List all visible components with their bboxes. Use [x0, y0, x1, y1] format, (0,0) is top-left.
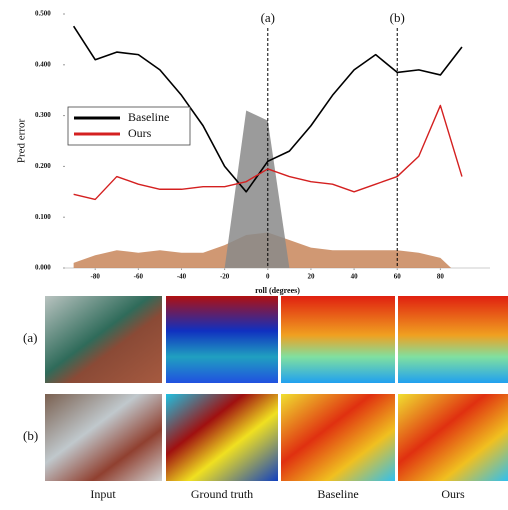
row-label: (a): [23, 330, 37, 345]
legend-label: Baseline: [128, 110, 169, 124]
column-label: Ground truth: [191, 487, 253, 501]
image-grid: [45, 296, 508, 481]
y-tick-label: 0.000: [35, 264, 51, 272]
y-tick-label: 0.300: [35, 111, 51, 119]
y-tick-label: 0.500: [35, 10, 51, 18]
x-tick-label: -60: [134, 273, 144, 281]
image: [45, 296, 162, 383]
image: [398, 394, 508, 481]
annotation-label: (b): [390, 10, 405, 25]
y-tick-label: 0.400: [35, 60, 51, 68]
y-tick-label: 0.200: [35, 162, 51, 170]
image: [166, 394, 278, 481]
x-tick-label: -80: [91, 273, 101, 281]
column-label: Baseline: [317, 487, 358, 501]
image: [398, 296, 508, 383]
x-tick-label: 40: [351, 273, 359, 281]
area: [225, 111, 290, 268]
column-label: Input: [90, 487, 116, 501]
image: [281, 394, 395, 481]
image: [281, 296, 395, 383]
plot: 0.000 0.100 0.200 0.300 0.400 0.500 -80 -60 -40 -…: [16, 10, 490, 295]
x-tick-label: 60: [394, 273, 402, 281]
image: [166, 296, 278, 383]
x-tick-label: 0: [266, 273, 270, 281]
y-axis-label: Pred error: [16, 119, 28, 164]
row-label: (b): [23, 428, 38, 443]
column-label: Ours: [441, 487, 465, 501]
x-axis-label: roll (degrees): [255, 286, 300, 295]
y-tick-label: 0.100: [35, 213, 51, 221]
x-tick-label: -40: [177, 273, 187, 281]
legend-label: Ours: [128, 126, 152, 140]
x-tick-label: 80: [437, 273, 445, 281]
annotation-label: (a): [261, 10, 275, 25]
x-tick-label: -20: [220, 273, 230, 281]
x-tick-label: 20: [307, 273, 315, 281]
figure: 0.000 0.100 0.200 0.300 0.400 0.500 -80 -60 -40 -…: [0, 0, 508, 505]
image: [45, 394, 162, 481]
